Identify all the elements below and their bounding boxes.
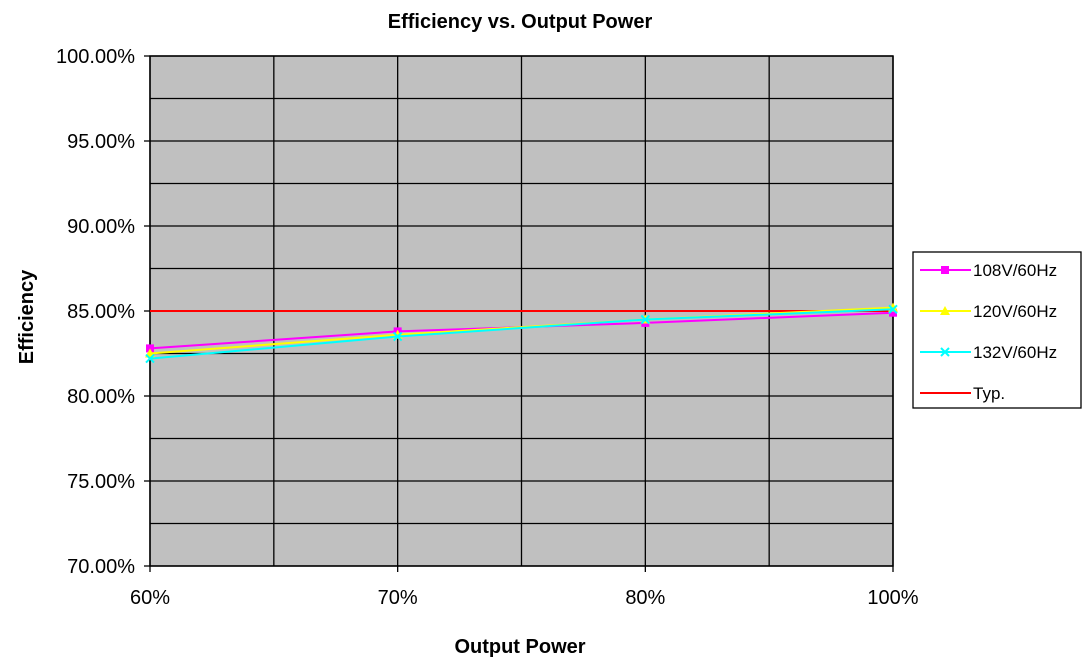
- series-line: [149, 308, 894, 360]
- legend-item: Typ.: [920, 384, 1005, 403]
- y-axis-ticks: 70.00% 75.00% 80.00% 85.00% 90.00% 95.00% 100.…: [56, 46, 135, 578]
- data-point-marker: [146, 344, 154, 353]
- data-point-marker: [940, 306, 950, 315]
- data-point-marker: [889, 308, 897, 317]
- legend-box: [912, 251, 1082, 409]
- x-tick-label: 60%: [130, 587, 170, 609]
- chart-title: Efficiency vs. Output Power: [388, 11, 653, 33]
- y-tick-label: 75.00%: [67, 471, 135, 493]
- data-point-marker: [392, 331, 403, 342]
- legend-item: 108V/60Hz: [920, 261, 1057, 280]
- legend-label: 108V/60Hz: [973, 261, 1057, 280]
- y-tick-label: 90.00%: [67, 216, 135, 238]
- y-tick-label: 100.00%: [56, 46, 135, 68]
- x-axis-ticks: 60% 70% 80% 100%: [130, 587, 919, 609]
- legend-label: 120V/60Hz: [973, 302, 1057, 321]
- x-axis-label: Output Power: [454, 636, 585, 658]
- legend-item: 132V/60Hz: [920, 343, 1057, 362]
- data-point-marker: [145, 353, 155, 364]
- legend-label: 132V/60Hz: [973, 343, 1057, 362]
- y-tick-label: 70.00%: [67, 556, 135, 578]
- legend-item: 120V/60Hz: [920, 302, 1057, 321]
- data-point-marker: [888, 304, 898, 315]
- legend-label: Typ.: [973, 384, 1005, 403]
- y-axis-label: Efficiency: [16, 269, 38, 364]
- y-tick-label: 85.00%: [67, 301, 135, 323]
- data-point-marker: [941, 266, 949, 274]
- x-tick-label: 100%: [867, 587, 918, 609]
- y-tick-label: 80.00%: [67, 386, 135, 408]
- data-point-marker: [940, 347, 950, 357]
- x-tick-label: 80%: [625, 587, 665, 609]
- x-tick-label: 70%: [378, 587, 418, 609]
- series-group: [145, 302, 898, 364]
- legend: 108V/60Hz 120V/60Hz 132V/60Hz Typ.: [912, 251, 1082, 409]
- y-tick-label: 95.00%: [67, 131, 135, 153]
- data-point-marker: [640, 314, 651, 325]
- series-132v-60hz: [145, 304, 898, 364]
